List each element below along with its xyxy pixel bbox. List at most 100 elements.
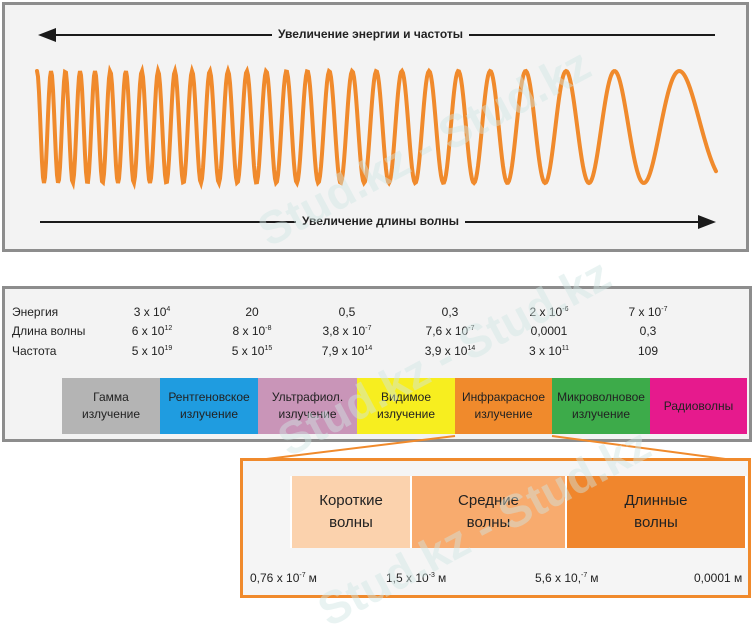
cell-exponent: -7 (661, 306, 668, 313)
table-cell: 0,3 (640, 324, 657, 338)
band-label-line2: излучение (81, 407, 140, 421)
cell-value: 0,0001 (530, 324, 568, 338)
electromagnetic-wave (35, 63, 718, 191)
wave-panel (2, 2, 749, 252)
tick-value: 0,76 x 10 (250, 571, 300, 585)
spectrum-band: Гамма излучение (62, 378, 160, 434)
table-cell: 3,8 x 10-7 (323, 324, 372, 338)
band-label-line2: излучение (278, 407, 337, 421)
band-label: Рентгеновское (168, 390, 250, 405)
cell-value: 6 x 10 (131, 324, 165, 338)
spectrum-band: Микроволновое излучение (552, 378, 650, 434)
table-cell: 7,6 x 10-7 (426, 324, 475, 338)
wavelength-label: Увеличение длины волны (296, 214, 465, 228)
spectrum-band: Рентгеновское излучение (160, 378, 258, 434)
cell-exponent: -8 (265, 325, 272, 332)
infrared-tick-label: 0,76 x 10-7 м (250, 571, 317, 585)
table-cell: 6 x 1012 (132, 324, 173, 338)
cell-value: 5 x 10 (131, 344, 165, 358)
table-cell: 0,0001 (531, 324, 568, 338)
cell-exponent: -7 (468, 325, 475, 332)
cell-value: 20 (245, 305, 259, 319)
row-label-energy: Энергия (12, 305, 59, 319)
infrared-band-label-line2: волны (466, 514, 511, 531)
table-cell: 8 x 10-8 (233, 324, 272, 338)
spectrum-band: Инфракрасное излучение (455, 378, 552, 434)
infrared-tick-label: 5,6 x 10,-7 м (535, 571, 599, 585)
cell-value: 8 x 10 (232, 324, 266, 338)
cell-exponent: 14 (467, 345, 476, 352)
table-cell: 3 x 104 (134, 305, 171, 319)
band-label-line2: излучение (474, 407, 533, 421)
band-label: Инфракрасное (461, 390, 546, 405)
wavelength-arrow-head (698, 215, 716, 229)
infrared-band: Короткие волны (290, 476, 412, 548)
infrared-band: Длинные волны (567, 476, 747, 548)
cell-value: 7 x 10 (628, 305, 662, 319)
band-label: Видимое (380, 390, 431, 405)
cell-value: 0,3 (441, 305, 459, 319)
table-cell: 3 x 1011 (529, 344, 569, 358)
infrared-band-label: Средние (458, 492, 519, 510)
cell-exponent: 14 (364, 345, 373, 352)
infrared-band: Средние волны (412, 476, 567, 548)
infrared-band-label-line2: волны (634, 514, 678, 531)
table-cell: 7 x 10-7 (629, 305, 668, 319)
table-cell: 0,5 (339, 305, 356, 319)
cell-exponent: 15 (264, 345, 273, 352)
cell-exponent: 12 (164, 325, 173, 332)
table-cell: 20 (245, 305, 258, 319)
cell-value: 3,8 x 10 (322, 324, 366, 338)
tick-exponent: -7 (299, 572, 306, 579)
infrared-band-label: Длинные (624, 492, 688, 510)
band-label: Гамма (93, 390, 129, 405)
cell-exponent: 19 (164, 345, 173, 352)
cell-value: 2 x 10 (529, 305, 563, 319)
table-cell: 5 x 1015 (232, 344, 273, 358)
zoom-connector (241, 435, 749, 463)
band-label: Ультрафиол. (271, 390, 344, 405)
cell-exponent: 11 (561, 345, 569, 352)
table-cell: 2 x 10-6 (530, 305, 569, 319)
table-cell: 0,3 (442, 305, 459, 319)
tick-value: 1,5 x 10 (386, 571, 429, 585)
cell-value: 0,3 (639, 324, 657, 338)
cell-value: 7,6 x 10 (425, 324, 469, 338)
band-label-line2: излучение (179, 407, 238, 421)
cell-exponent: -7 (365, 325, 372, 332)
cell-value: 5 x 10 (231, 344, 265, 358)
cell-value: 3 x 10 (133, 305, 167, 319)
tick-unit: м (308, 571, 317, 585)
tick-unit: м (590, 571, 599, 585)
table-cell: 109 (638, 344, 658, 358)
tick-value: 5,6 x 10, (535, 571, 582, 585)
infrared-band-label-line2: волны (329, 514, 373, 531)
infrared-tick-label: 1,5 x 10-3 м (386, 571, 446, 585)
cell-value: 7,9 x 10 (321, 344, 365, 358)
infrared-tick-label: 0,0001 м (694, 571, 742, 585)
tick-unit: м (437, 571, 447, 585)
spectrum-band: Видимое излучение (357, 378, 455, 434)
row-label-frequency: Частота (12, 344, 57, 358)
cell-value: 3 x 10 (529, 344, 562, 358)
cell-value: 3,9 x 10 (424, 344, 468, 358)
cell-value: 109 (637, 344, 659, 358)
table-cell: 7,9 x 1014 (322, 344, 373, 358)
tick-exponent: -3 (428, 572, 435, 579)
tick-exponent: -7 (581, 572, 588, 579)
band-label-line2: излучение (571, 407, 630, 421)
band-label: Микроволновое (557, 390, 645, 405)
infrared-band-label: Короткие (319, 492, 383, 510)
spectrum-band: Ультрафиол. излучение (258, 378, 357, 434)
energy-frequency-label: Увеличение энергии и частоты (272, 27, 470, 41)
cell-exponent: 4 (166, 306, 171, 313)
spectrum-band: Радиоволны (650, 378, 747, 434)
cell-exponent: -6 (562, 306, 569, 313)
cell-value: 0,5 (338, 305, 356, 319)
table-cell: 5 x 1019 (132, 344, 173, 358)
tick-value: 0,0001 м (694, 571, 743, 585)
row-label-wavelength: Длина волны (12, 324, 86, 338)
energy-arrow-head (38, 28, 56, 42)
table-cell: 3,9 x 1014 (425, 344, 476, 358)
band-label: Радиоволны (663, 398, 734, 413)
